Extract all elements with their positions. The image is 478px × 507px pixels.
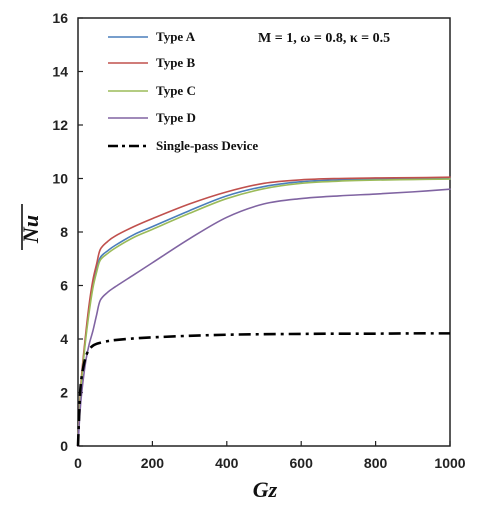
legend-label: Type B (156, 55, 195, 70)
x-tick-label: 800 (364, 455, 388, 471)
y-tick-label: 10 (52, 171, 68, 187)
y-tick-label: 8 (60, 224, 68, 240)
legend-label: Type D (156, 110, 196, 125)
y-tick-label: 4 (60, 331, 68, 347)
y-tick-label: 12 (52, 117, 68, 133)
legend-label: Type C (156, 83, 196, 98)
y-axis-title-text: Nu (18, 215, 43, 244)
series-lines (76, 176, 451, 447)
x-tick-label: 600 (290, 455, 314, 471)
y-tick-label: 6 (60, 278, 68, 294)
series-line-single-pass-device (76, 332, 451, 447)
x-tick-label: 400 (215, 455, 239, 471)
y-axis: 0 2 4 6 8 10 12 14 16 (52, 10, 83, 454)
x-tick-label: 1000 (434, 455, 465, 471)
legend: Type A Type B Type C Type D Single-pass Devi… (108, 29, 258, 153)
x-axis: 0 200 400 600 800 1000 (74, 441, 466, 471)
legend-label: Type A (156, 29, 196, 44)
series-line-type-c (77, 178, 451, 447)
x-tick-label: 200 (141, 455, 165, 471)
chart-annotation: M = 1, ω = 0.8, κ = 0.5 (258, 31, 390, 46)
x-tick-label: 0 (74, 455, 82, 471)
y-tick-label: 2 (60, 385, 68, 401)
y-tick-label: 0 (60, 438, 68, 454)
x-axis-title: Gz (253, 477, 278, 502)
y-tick-label: 16 (52, 10, 68, 26)
legend-label: Single-pass Device (156, 138, 258, 153)
y-axis-title: Nu (18, 204, 43, 250)
y-tick-label: 14 (52, 64, 68, 80)
